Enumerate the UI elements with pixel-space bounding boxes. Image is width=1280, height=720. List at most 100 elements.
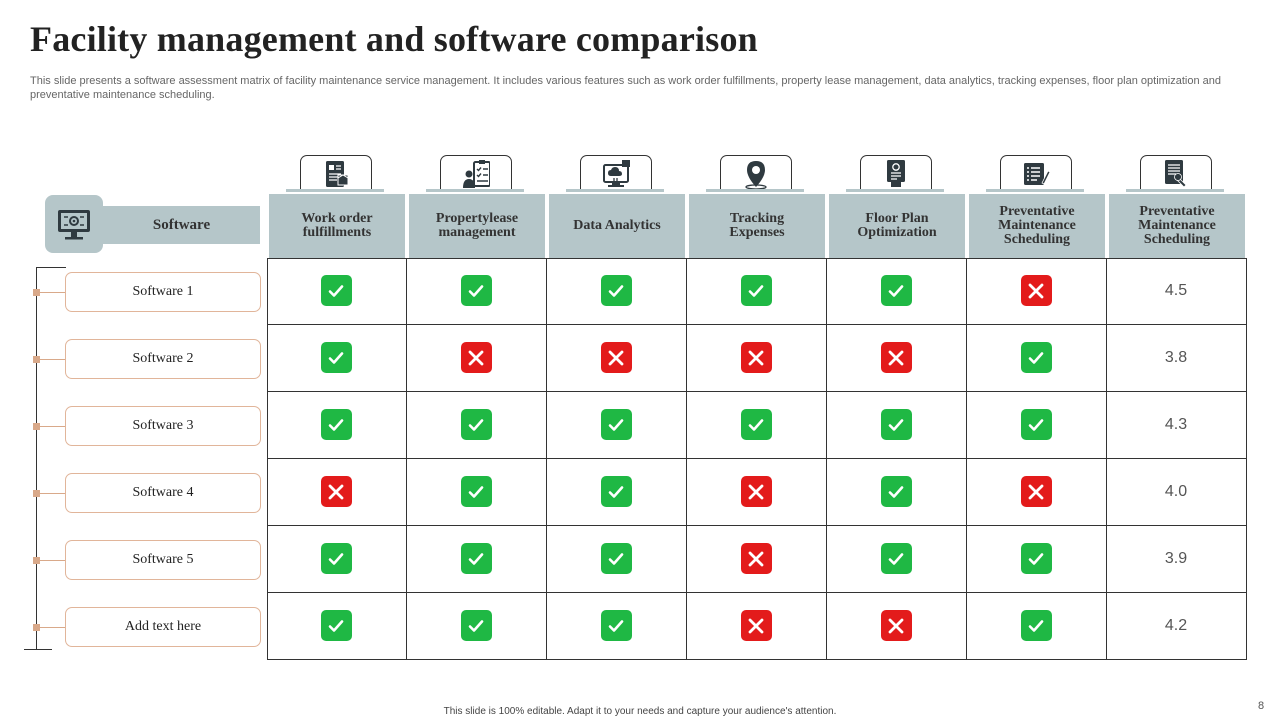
matrix-cell (686, 592, 827, 660)
computer-gear-icon (58, 210, 90, 240)
cross-icon (888, 350, 904, 365)
matrix-cell (406, 525, 547, 593)
cross-icon (468, 350, 484, 365)
tree-connector-bottom (24, 649, 52, 650)
matrix-cell (826, 458, 967, 526)
software-header: Software (103, 206, 260, 244)
check-badge (1020, 409, 1052, 440)
row-label: Add text here (65, 607, 261, 647)
check-badge (320, 275, 352, 306)
column-icon-tab (720, 155, 792, 192)
matrix-cell (686, 458, 827, 526)
tree-connector-top (36, 267, 66, 268)
row-label: Software 3 (65, 406, 261, 446)
score-cell: 3.8 (1106, 324, 1247, 392)
check-icon (328, 351, 344, 364)
check-badge (600, 543, 632, 574)
score-cell: 4.2 (1106, 592, 1247, 660)
score-cell: 3.9 (1106, 525, 1247, 593)
matrix-cell (966, 257, 1107, 325)
cross-icon (608, 350, 624, 365)
matrix-cell (826, 257, 967, 325)
check-badge (740, 275, 772, 306)
check-badge (320, 610, 352, 641)
check-badge (880, 275, 912, 306)
tree-branch-line (40, 426, 66, 427)
matrix-cell (546, 391, 687, 459)
matrix-cell (686, 391, 827, 459)
tree-connector (36, 267, 37, 650)
matrix-cell (826, 525, 967, 593)
check-badge (320, 543, 352, 574)
check-icon (468, 485, 484, 498)
matrix-cell (266, 592, 407, 660)
check-icon (888, 284, 904, 297)
check-badge (1020, 543, 1052, 574)
check-icon (1028, 552, 1044, 565)
matrix-cell (266, 324, 407, 392)
column-icon-tab (1140, 155, 1212, 192)
column-tab-underline (426, 189, 524, 192)
matrix-cell (826, 592, 967, 660)
tree-branch-line (40, 292, 66, 293)
cross-icon (1028, 484, 1044, 499)
column-header: Propertylease management (409, 194, 545, 258)
column-tab-underline (1126, 189, 1224, 192)
cross-icon (748, 350, 764, 365)
check-badge (880, 543, 912, 574)
cross-icon (1028, 283, 1044, 298)
column-header-label: Work order fulfillments (301, 211, 373, 240)
matrix-cell (966, 391, 1107, 459)
check-icon (468, 284, 484, 297)
column-header: Floor Plan Optimization (829, 194, 965, 258)
row-label: Software 5 (65, 540, 261, 580)
cross-badge (600, 342, 632, 373)
slide-subtitle: This slide presents a software assessmen… (30, 75, 1222, 101)
column-tab-underline (566, 189, 664, 192)
person-checklist-icon (463, 160, 490, 188)
comparison-grid: 4.5 3.8 4.3 4.0 3.9 4.2 (266, 257, 1247, 660)
cross-badge (740, 342, 772, 373)
check-badge (460, 610, 492, 641)
column-icon-tab (580, 155, 652, 192)
matrix-cell (966, 458, 1107, 526)
monitor-cloud-icon (603, 160, 630, 187)
check-icon (888, 552, 904, 565)
check-icon (1028, 351, 1044, 364)
cross-badge (740, 476, 772, 507)
check-icon (328, 284, 344, 297)
column-header-label: Floor Plan Optimization (857, 211, 937, 240)
matrix-cell (266, 257, 407, 325)
cross-icon (748, 484, 764, 499)
cross-badge (320, 476, 352, 507)
score-value: 4.5 (1164, 281, 1188, 299)
column-header-label: Preventative Maintenance Scheduling (1138, 204, 1216, 247)
matrix-cell (406, 391, 547, 459)
software-icon-box (45, 195, 103, 253)
matrix-cell (966, 592, 1107, 660)
check-icon (608, 485, 624, 498)
tree-node-dot (33, 356, 40, 363)
check-badge (600, 610, 632, 641)
matrix-cell (686, 324, 827, 392)
column-icon-tab (1000, 155, 1072, 192)
column-header: Work order fulfillments (269, 194, 405, 258)
score-cell: 4.3 (1106, 391, 1247, 459)
matrix-cell (546, 592, 687, 660)
tree-branch-line (40, 359, 66, 360)
column-header-label: Propertylease management (435, 211, 519, 240)
column-header-label: Preventative Maintenance Scheduling (998, 204, 1076, 247)
location-pin-icon (745, 161, 767, 189)
check-icon (468, 619, 484, 632)
check-icon (328, 552, 344, 565)
check-badge (880, 476, 912, 507)
matrix-cell (686, 525, 827, 593)
check-badge (460, 409, 492, 440)
checklist-pen-icon (1024, 163, 1050, 185)
check-icon (1028, 418, 1044, 431)
column-header: Tracking Expenses (689, 194, 825, 258)
column-header-label: Tracking Expenses (729, 211, 785, 240)
check-icon (608, 552, 624, 565)
matrix-cell (406, 458, 547, 526)
check-badge (600, 409, 632, 440)
